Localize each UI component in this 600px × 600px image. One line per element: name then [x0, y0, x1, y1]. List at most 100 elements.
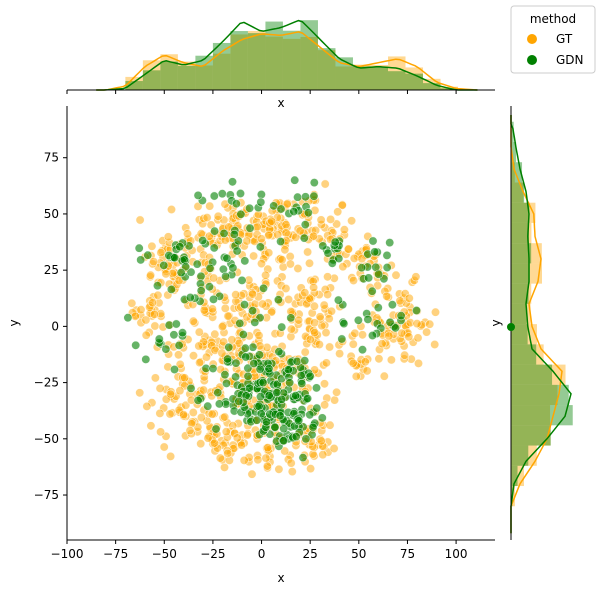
point-gt: [135, 388, 145, 398]
point-gt: [262, 461, 272, 471]
point-gdn: [300, 192, 310, 202]
y-tick-label: 75: [44, 151, 59, 165]
right-marginal-plot: y: [489, 106, 573, 540]
point-gdn: [277, 394, 287, 404]
point-gdn: [270, 422, 280, 432]
point-gdn: [299, 233, 309, 243]
right-hist-bar-gt: [511, 405, 551, 426]
point-gdn: [228, 177, 238, 187]
point-gt: [148, 298, 158, 308]
point-gt: [175, 386, 185, 396]
point-gdn: [283, 365, 293, 375]
legend-entry-gt: GT: [527, 32, 573, 46]
point-gt: [347, 216, 357, 226]
x-axis-title: x: [277, 571, 284, 585]
point-gdn: [261, 417, 271, 427]
point-gt: [285, 259, 295, 269]
point-gdn: [185, 292, 195, 302]
right-hist-bar-gdn: [511, 202, 530, 223]
point-gdn: [210, 226, 220, 236]
top-hist-bar-gt: [423, 78, 441, 90]
point-gt: [166, 451, 176, 461]
right-hist-bar-gdn: [511, 364, 553, 385]
point-gt: [135, 215, 145, 225]
point-gt: [413, 358, 423, 368]
point-gt: [332, 387, 342, 397]
point-gt: [217, 348, 227, 358]
point-gt: [320, 400, 330, 410]
point-gdn: [169, 330, 179, 340]
point-gdn: [198, 236, 208, 246]
point-gt: [404, 293, 414, 303]
point-gt: [343, 244, 353, 254]
point-gdn: [363, 314, 373, 324]
point-gt: [413, 333, 423, 343]
right-hist-bar-gdn: [511, 263, 530, 284]
point-gt: [348, 358, 358, 368]
point-gdn: [193, 395, 203, 405]
point-gdn: [237, 275, 247, 285]
right-hist-bar-gdn: [511, 344, 537, 365]
top-hist-bar-gt: [282, 38, 301, 90]
point-gt: [430, 307, 440, 317]
point-gdn: [276, 204, 286, 214]
point-gt: [282, 199, 292, 209]
point-gt: [280, 446, 290, 456]
point-gdn: [236, 189, 246, 199]
point-gt: [253, 455, 263, 465]
point-gdn: [231, 372, 241, 382]
right-hist-bar-gdn: [511, 405, 573, 426]
point-gdn: [209, 191, 219, 201]
right-marginal-ylabel: y: [489, 319, 503, 326]
point-gt: [155, 383, 165, 393]
right-hist-bar-gt: [511, 344, 544, 365]
point-gt: [207, 304, 217, 314]
point-gt: [304, 258, 314, 268]
y-tick-label: 0: [51, 319, 59, 333]
point-gt: [325, 342, 335, 352]
point-gdn: [205, 263, 215, 273]
right-hist-bar-gdn: [511, 222, 529, 244]
point-gdn: [357, 263, 367, 273]
right-hist-bar-gdn: [511, 324, 528, 345]
point-gdn: [291, 391, 301, 401]
point-gdn: [234, 396, 244, 406]
top-hist-bar-gdn: [265, 21, 283, 91]
point-gt: [223, 311, 233, 321]
point-gt: [220, 412, 230, 422]
point-gt: [379, 371, 389, 381]
right-hist-bar-gdn: [511, 425, 551, 446]
point-gt: [231, 290, 241, 300]
point-gdn: [367, 286, 377, 296]
point-gt: [194, 341, 204, 351]
point-gdn: [222, 378, 232, 388]
point-gdn: [153, 281, 163, 291]
point-gdn: [248, 306, 258, 316]
point-gt: [411, 272, 421, 282]
point-gt: [306, 464, 316, 474]
right-kde-curves: [510, 115, 572, 534]
point-gdn: [244, 383, 254, 393]
point-gt: [386, 355, 396, 365]
point-gdn: [272, 388, 282, 398]
point-gdn: [311, 383, 321, 393]
top-hist-bar-gt: [125, 76, 143, 90]
y-tick-label: −25: [34, 376, 59, 390]
point-gdn: [255, 392, 265, 402]
point-gdn: [196, 271, 206, 281]
point-gdn: [170, 253, 180, 263]
point-gt: [261, 453, 271, 463]
point-gt: [153, 290, 163, 300]
point-gdn: [238, 329, 248, 339]
point-gdn: [131, 340, 141, 350]
point-gt: [227, 335, 237, 345]
right-marginal-point: [507, 323, 515, 331]
point-gdn: [309, 178, 319, 188]
point-gt: [203, 433, 213, 443]
point-gdn: [264, 364, 274, 374]
point-gt: [210, 329, 220, 339]
point-gdn: [213, 388, 223, 398]
point-gdn: [277, 322, 287, 332]
point-gdn: [255, 364, 265, 374]
point-gt: [425, 319, 435, 329]
